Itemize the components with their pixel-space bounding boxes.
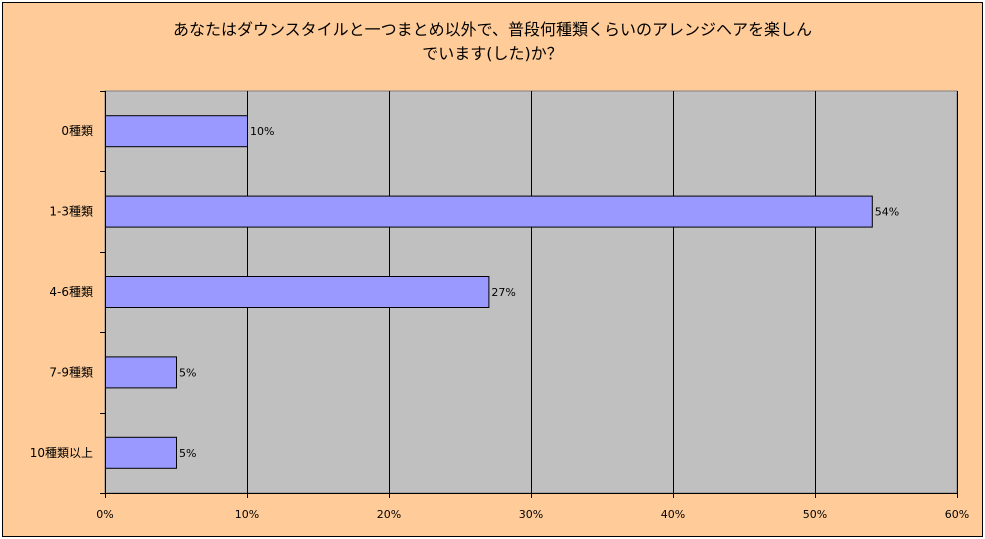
bar-2: [105, 195, 873, 228]
bar-1: [105, 115, 248, 148]
bar-5: [105, 436, 177, 469]
x-tick-label: 40%: [661, 508, 685, 521]
data-label: 5%: [179, 447, 196, 460]
category-label: 10種類以上: [30, 446, 93, 460]
category-label: 0種類: [61, 124, 93, 138]
x-tick-label: 60%: [945, 508, 969, 521]
bar-4: [105, 356, 177, 389]
category-label: 4-6種類: [49, 285, 93, 299]
chart-title-line-2: でいます(した)か？: [422, 44, 563, 63]
data-label: 54%: [875, 206, 899, 219]
chart-title: あなたはダウンスタイルと一つまとめ以外で、普段何種類くらいのアレンジヘアを楽しん…: [0, 18, 985, 66]
category-label: 1-3種類: [49, 205, 93, 219]
x-tick-label: 50%: [803, 508, 827, 521]
data-label: 5%: [179, 366, 196, 379]
x-tick-label: 20%: [377, 508, 401, 521]
data-label: 27%: [491, 286, 515, 299]
x-tick-label: 30%: [519, 508, 543, 521]
x-tick-label: 0%: [96, 508, 113, 521]
bar-3: [105, 276, 490, 308]
x-tick-label: 10%: [235, 508, 259, 521]
chart-title-line-1: あなたはダウンスタイルと一つまとめ以外で、普段何種類くらいのアレンジヘアを楽しん: [172, 20, 813, 39]
data-label: 10%: [250, 125, 274, 138]
category-label: 7-9種類: [49, 365, 93, 379]
